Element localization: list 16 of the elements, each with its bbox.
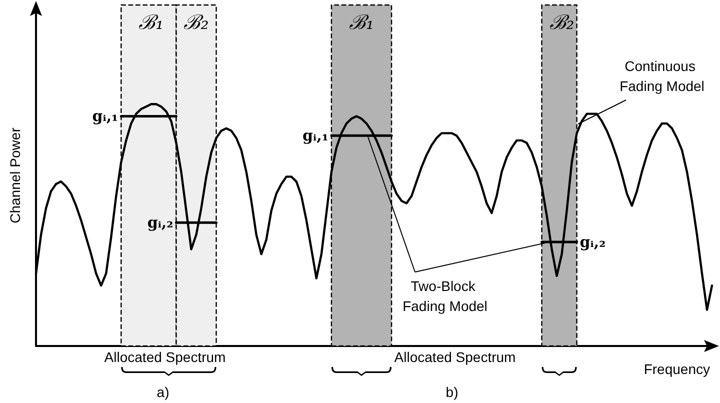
- text: Allocated Spectrum: [104, 349, 226, 365]
- text: Continuous Fading Model: [620, 58, 704, 94]
- series-label: gᵢ,₂: [147, 214, 174, 232]
- text: b): [446, 384, 458, 400]
- text: ℬ₁: [348, 10, 374, 34]
- x-axis-title: Frequency: [644, 361, 710, 377]
- text: ℬ₂: [184, 10, 209, 34]
- text: ℬ₁: [138, 10, 164, 34]
- series-label: gᵢ,₂: [580, 233, 606, 252]
- text: Allocated Spectrum: [394, 349, 516, 365]
- series-label: gᵢ,₁: [302, 126, 328, 145]
- annotation: Two-Block Fading Model: [402, 278, 488, 314]
- text: a): [156, 384, 170, 400]
- series-label: gᵢ,₁: [92, 107, 118, 126]
- y-axis-title: Channel Power: [7, 127, 23, 224]
- text: ℬ₂: [549, 10, 574, 34]
